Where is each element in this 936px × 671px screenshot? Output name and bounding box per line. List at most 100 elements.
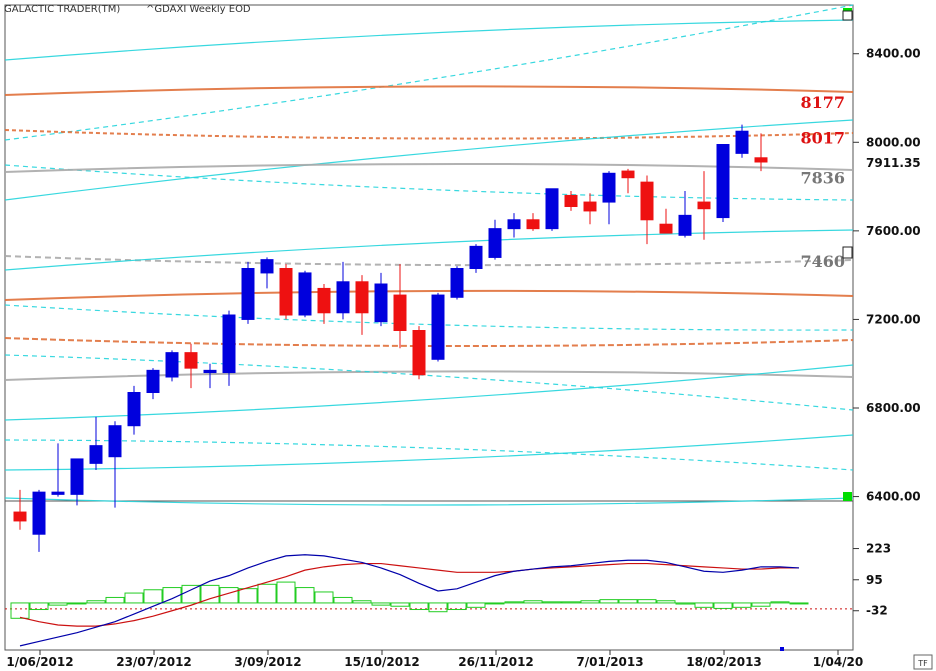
histogram-bar <box>371 602 391 606</box>
osc-tick-label: 95 <box>866 573 883 587</box>
histogram-bar <box>447 602 467 611</box>
histogram-bar <box>599 599 619 604</box>
band-line <box>4 364 854 421</box>
band-line <box>4 354 854 411</box>
histogram-bar <box>675 602 695 605</box>
level-marker-handle[interactable] <box>842 246 853 259</box>
candle-body <box>355 281 369 314</box>
histogram-bar <box>542 601 562 604</box>
candle <box>146 368 160 400</box>
candle <box>393 264 407 349</box>
candle-body <box>583 201 597 212</box>
candle-body <box>678 214 692 236</box>
candle <box>602 171 616 225</box>
band-line <box>4 119 854 201</box>
histogram-bar <box>238 588 258 604</box>
candle <box>564 191 578 211</box>
candle <box>32 489 46 552</box>
histogram-bar <box>143 589 163 604</box>
histogram-bar <box>409 602 429 611</box>
histogram-bar <box>713 602 733 609</box>
histogram-bar <box>618 599 638 604</box>
candle <box>716 144 730 222</box>
candle-body <box>697 201 711 210</box>
band-line <box>4 439 854 471</box>
histogram-bar <box>390 602 410 607</box>
candle <box>222 310 236 386</box>
candle-body <box>222 314 236 374</box>
date-tick-label: 26/11/2012 <box>458 655 534 669</box>
candle-body <box>545 188 559 230</box>
band-line <box>4 289 854 301</box>
band-line <box>4 164 854 201</box>
candle <box>374 272 388 327</box>
candle <box>507 213 521 238</box>
candle-body <box>317 287 331 314</box>
candle <box>640 175 654 245</box>
candle <box>279 264 293 320</box>
price-tick-label: 8400.00 <box>866 47 921 61</box>
signal-line <box>19 562 799 627</box>
histogram-bar <box>86 600 106 604</box>
candle-body <box>241 268 255 320</box>
level-label: 8017 <box>800 129 845 148</box>
band-line <box>4 19 854 61</box>
histogram-bar <box>656 600 676 604</box>
candle <box>127 385 141 435</box>
candle-body <box>659 223 673 234</box>
date-tick-label: 15/10/2012 <box>344 655 420 669</box>
band-line <box>4 129 854 140</box>
price-tick-label: 7600.00 <box>866 224 921 238</box>
macd-line <box>19 554 800 647</box>
tf-badge: TF <box>917 659 928 668</box>
candle <box>469 244 483 273</box>
band-line <box>4 229 854 271</box>
level-label: 7460 <box>800 252 845 271</box>
price-tick-label: 7200.00 <box>866 312 921 326</box>
histogram-bar <box>314 591 334 604</box>
candle <box>108 421 122 508</box>
price-tick-label: 6400.00 <box>866 490 921 504</box>
histogram-bar <box>162 587 182 604</box>
histogram-bar <box>466 602 486 608</box>
candle <box>659 208 673 234</box>
candle <box>241 261 255 324</box>
candle-body <box>51 491 65 495</box>
candle <box>317 284 331 324</box>
histogram-bar <box>29 602 49 611</box>
candle <box>488 219 502 260</box>
scroll-handle-top[interactable] <box>842 10 853 21</box>
candle <box>70 458 84 506</box>
band-lines <box>4 4 854 506</box>
date-tick-label: 1/04/20 <box>813 655 864 669</box>
blue-marker-bottom <box>780 647 784 651</box>
candle-body <box>184 352 198 369</box>
osc-tick-label: 223 <box>866 542 891 556</box>
candle <box>355 275 369 335</box>
histogram-bar <box>789 602 809 605</box>
histogram-bar <box>105 596 125 604</box>
candle-body <box>13 511 27 522</box>
tf-badge-box[interactable] <box>913 654 933 670</box>
histogram-bar <box>694 602 714 608</box>
app-name: GALACTIC TRADER(TM) <box>4 4 121 15</box>
candle <box>697 171 711 240</box>
date-tick-label: 1/06/2012 <box>6 655 73 669</box>
candle <box>13 489 27 530</box>
candle-body <box>450 268 464 298</box>
candle-body <box>754 157 768 163</box>
candle <box>526 213 540 231</box>
band-line <box>4 255 854 267</box>
candle-body <box>279 268 293 316</box>
date-tick-label: 3/09/2012 <box>234 655 301 669</box>
histogram-bar <box>637 599 657 604</box>
candle <box>203 363 217 389</box>
candle-body <box>488 228 502 258</box>
candle-body <box>507 219 521 230</box>
histogram-bar <box>257 583 277 604</box>
histogram-bar <box>10 602 30 619</box>
candle-body <box>127 392 141 427</box>
price-axis: 8400.00 8000.00 7600.00 7200.00 6800.00 6400.… <box>853 47 921 504</box>
candle <box>51 443 65 497</box>
candle-body <box>89 445 103 464</box>
